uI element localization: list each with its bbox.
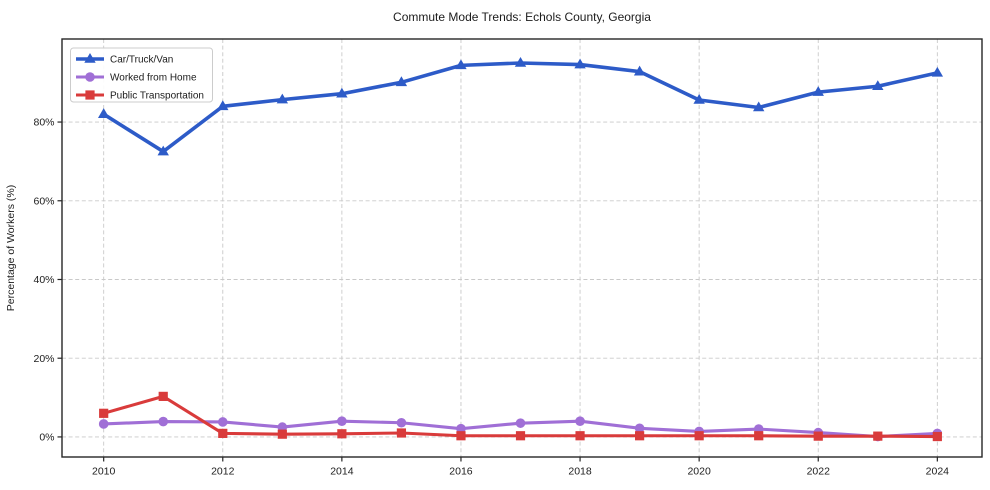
y-axis-label: Percentage of Workers (%) (5, 185, 17, 311)
series-car-truck-van-marker (455, 59, 467, 70)
series-public-transportation-marker (754, 431, 764, 441)
series-worked-from-home-marker (98, 419, 109, 429)
series-public-transportation-marker (932, 431, 942, 442)
y-tick-label: 60% (33, 195, 54, 207)
legend-item-worked-from-home: Worked from Home (76, 72, 197, 84)
legend-worked-from-home-marker (85, 72, 95, 82)
x-tick-label: 2010 (92, 466, 116, 478)
x-tick-label: 2020 (687, 466, 711, 478)
chart-title: Commute Mode Trends: Echols County, Geor… (393, 10, 651, 24)
legend-car-truck-van-marker (84, 53, 96, 63)
legend-label: Worked from Home (110, 73, 197, 84)
series-public-transportation-marker (515, 431, 526, 441)
series-public-transportation-marker (158, 391, 168, 401)
plot-border (61, 38, 983, 458)
y-tick-label: 40% (33, 274, 54, 286)
series-car-truck-van-marker (693, 94, 705, 104)
series-car-truck-van-marker (395, 76, 408, 87)
series-public-transportation-line (102, 394, 939, 439)
legend-label: Public Transportation (110, 91, 204, 102)
series-worked-from-home (98, 416, 943, 442)
series-worked-from-home-marker (337, 416, 347, 426)
series-worked-from-home-marker (634, 423, 645, 434)
series-public-transportation-marker (99, 408, 109, 418)
x-tick-label: 2018 (568, 466, 592, 478)
series-public-transportation-marker (396, 428, 407, 438)
series-car-truck-van-marker (872, 80, 884, 91)
legend-item-car-truck-van: Car/Truck/Van (76, 53, 173, 66)
legend-box (70, 47, 213, 103)
series-worked-from-home-marker (217, 417, 228, 427)
series-public-transportation-marker (635, 431, 645, 441)
series-public-transportation-marker (694, 431, 704, 441)
series-public-transportation-marker (218, 428, 228, 438)
legend-item-public-transportation: Public Transportation (76, 90, 204, 102)
series-car-truck-van-marker (752, 101, 765, 112)
series-car-truck-van-marker (157, 145, 169, 156)
series-car-truck-van-marker (812, 86, 824, 96)
series-worked-from-home-marker (575, 416, 585, 426)
series-car-truck-van-marker (931, 66, 944, 77)
series-worked-from-home-marker (396, 417, 407, 428)
x-tick-label: 2022 (807, 466, 831, 478)
series-car-truck-van-marker (336, 87, 348, 98)
plot-area: 2010 2012 2014 2016 2018 2020 2022 2024 0% 20% 40%… (33, 38, 983, 478)
series-car-truck-van (97, 57, 944, 156)
series-car-truck-van-line (101, 61, 940, 154)
x-tick-label: 2014 (330, 466, 354, 478)
x-tick-label: 2012 (211, 466, 235, 478)
series-public-transportation-marker (277, 429, 287, 439)
y-tick-label: 0% (39, 432, 54, 444)
series-public-transportation (99, 391, 942, 442)
x-tick-label: 2024 (926, 466, 950, 478)
series-car-truck-van-marker (574, 58, 586, 69)
series-car-truck-van-marker (514, 57, 527, 67)
series-car-truck-van-marker (633, 65, 646, 76)
series-public-transportation-marker (337, 429, 347, 439)
series-worked-from-home-marker (456, 423, 466, 434)
legend: Car/Truck/Van Worked from Home Public Tran… (70, 47, 213, 103)
legend-public-transportation-marker (85, 90, 95, 100)
series-worked-from-home-marker (277, 422, 288, 432)
series-car-truck-van-marker (97, 108, 110, 118)
x-tick-label: 2016 (449, 466, 473, 478)
series-public-transportation-marker (813, 431, 823, 441)
series-public-transportation-marker (575, 431, 585, 441)
series-public-transportation-marker (456, 431, 466, 441)
y-tick-label: 80% (33, 117, 54, 129)
y-tick-label: 20% (33, 353, 54, 365)
series-worked-from-home-marker (158, 416, 169, 427)
series-worked-from-home-marker (515, 418, 526, 428)
legend-label: Car/Truck/Van (110, 55, 173, 66)
series-car-truck-van-marker (276, 93, 289, 104)
axes-ticks: 2010 2012 2014 2016 2018 2020 2022 2024 0% 20% 40%… (33, 117, 949, 478)
series-public-transportation-marker (873, 431, 883, 441)
series-car-truck-van-marker (217, 100, 229, 111)
